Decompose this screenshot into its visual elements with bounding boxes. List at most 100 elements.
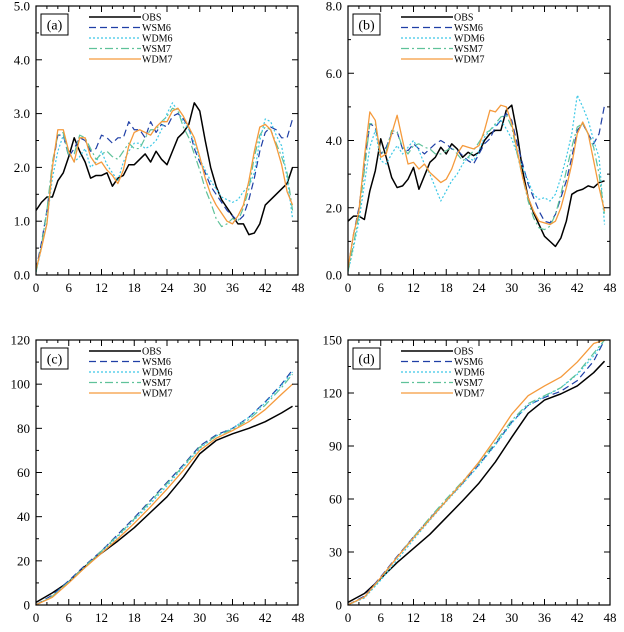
legend-label: OBS [454,13,473,24]
legend-label: WDM6 [142,368,173,379]
x-tick-label: 18 [128,610,141,625]
x-tick-label: 48 [604,280,617,295]
x-tick-label: 0 [33,280,40,295]
x-tick-label: 18 [440,610,453,625]
series-line-wdm6 [36,371,294,605]
series-group [348,340,606,605]
legend-item-obs: OBS [401,13,473,24]
legend-item-wdm6: WDM6 [401,368,485,379]
x-tick-label: 12 [407,280,420,295]
y-tick-label: 4.0 [14,52,30,67]
x-tick-label: 42 [571,280,584,295]
panel-label: (a) [40,13,69,36]
y-tick-label: 80 [17,421,30,436]
x-tick-label: 48 [604,610,617,625]
series-line-wdm6 [36,102,294,273]
y-tick-label: 120 [11,333,31,348]
panel-label: (c) [40,347,69,370]
panel-label-text: (c) [47,353,63,368]
x-tick-label: 24 [473,610,487,625]
x-tick-label: 42 [259,610,272,625]
panel-b: 0 6 12 18 24 30 36 42 480.02.04.06.08.0(b)OBSWSM… [326,0,617,295]
series-line-wdm7 [36,107,294,270]
y-tick-label: 3.0 [14,106,30,121]
y-tick-label: 2.0 [14,160,30,175]
legend-item-wsm7: WSM7 [401,378,483,389]
legend-item-wdm6: WDM6 [89,368,173,379]
y-tick-label: 120 [323,386,343,401]
legend-label: OBS [142,13,161,24]
legend-item-wsm7: WSM7 [89,44,171,55]
series-group [348,94,606,272]
y-tick-label: 4.0 [326,133,342,148]
y-tick-label: 40 [17,509,30,524]
y-tick-label: 30 [329,545,342,560]
legend-item-wdm7: WDM7 [401,55,485,66]
x-tick-label: 36 [226,610,240,625]
y-tick-label: 8.0 [326,0,342,14]
y-tick-label: 150 [323,333,343,348]
x-tick-label: 36 [226,280,240,295]
legend-item-wsm7: WSM7 [89,378,171,389]
series-line-wdm7 [36,383,293,605]
legend-label: OBS [142,347,161,358]
x-tick-label: 36 [538,610,552,625]
legend-label: WSM7 [454,378,483,389]
legend-item-wdm7: WDM7 [401,389,485,400]
x-tick-label: 30 [505,280,518,295]
y-tick-label: 90 [329,439,342,454]
x-tick-label: 12 [95,610,108,625]
panel-label-text: (d) [358,353,375,368]
series-line-wdm7 [348,104,606,269]
legend-label: WSM7 [142,44,171,55]
x-tick-label: 24 [161,280,175,295]
legend-label: WSM6 [142,23,171,34]
x-tick-label: 48 [292,610,305,625]
x-tick-label: 18 [128,280,141,295]
panel-c: 0 6 12 18 24 30 36 42 48020406080100120(c)OBSWSM… [11,333,305,626]
panel-a: 0 6 12 18 24 30 36 42 48 0.0 1.0 2.0 3.0 4.0 5.0 (a) OBS… [14,0,305,295]
series-line-obs [36,405,293,603]
series-line-wsm7 [348,114,606,272]
series-line-obs [36,102,294,236]
series-line-wsm7 [36,107,294,273]
y-tick-label: 20 [17,553,30,568]
x-tick-label: 12 [95,280,108,295]
legend-item-wsm6: WSM6 [401,357,483,368]
legend-label: WSM7 [454,44,483,55]
x-tick-label: 6 [378,280,385,295]
x-tick-label: 30 [505,610,518,625]
legend-label: WSM7 [142,378,171,389]
x-tick-label: 0 [345,280,352,295]
y-tick-label: 0.0 [14,268,30,283]
legend-label: WDM7 [142,55,173,66]
x-tick-label: 12 [407,610,420,625]
x-tick-label: 42 [259,280,272,295]
legend-item-wdm6: WDM6 [89,34,173,45]
legend-label: WDM6 [454,368,485,379]
series-line-wsm7 [36,373,294,605]
series-line-obs [348,104,605,248]
x-tick-label: 24 [161,610,175,625]
x-tick-label: 0 [345,610,352,625]
y-tick-label: 1.0 [14,214,30,229]
panel-label-text: (b) [358,19,375,34]
series-line-wdm7 [348,340,605,605]
x-tick-label: 6 [66,610,73,625]
x-tick-label: 6 [66,280,73,295]
y-tick-label: 6.0 [326,66,342,81]
x-tick-label: 18 [440,280,453,295]
x-tick-label: 36 [538,280,552,295]
legend-item-wsm6: WSM6 [89,357,171,368]
series-line-obs [348,360,606,604]
legend-label: WDM6 [454,34,485,45]
legend-item-wsm6: WSM6 [89,23,171,34]
x-tick-label: 0 [33,610,40,625]
legend-item-wsm7: WSM7 [401,44,483,55]
y-tick-label: 60 [17,465,30,480]
panel-label: (b) [352,13,381,36]
legend-item-obs: OBS [89,13,161,24]
